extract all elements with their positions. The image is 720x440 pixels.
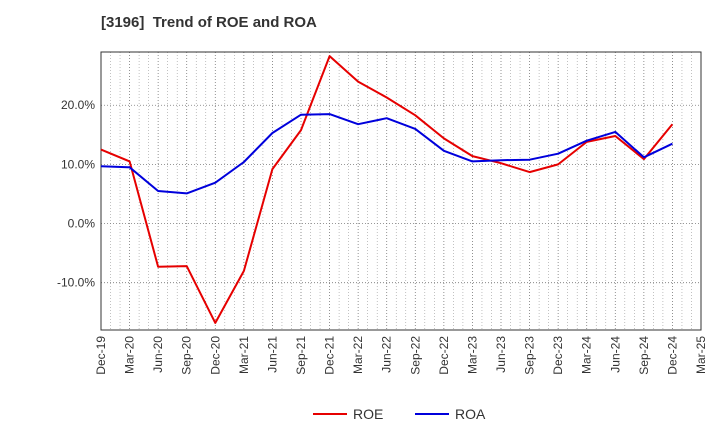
x-tick-label: Mar-23 [465, 336, 479, 374]
x-tick-label: Dec-21 [323, 336, 337, 375]
x-tick-label: Jun-20 [151, 336, 165, 373]
x-tick-label: Sep-20 [180, 336, 194, 375]
x-tick-label: Dec-22 [437, 336, 451, 375]
x-tick-label: Sep-21 [294, 336, 308, 375]
x-tick-label: Dec-23 [551, 336, 565, 375]
x-tick-label: Mar-22 [351, 336, 365, 374]
x-tick-label: Mar-21 [237, 336, 251, 374]
x-tick-label: Dec-19 [94, 336, 108, 375]
series-roa-line [100, 113, 673, 195]
grid [100, 52, 702, 330]
axes: -10.0% 0.0% 10.0% 20.0% Dec-19 Mar-20 Jun-20 Se… [57, 51, 708, 375]
x-tick-label: Mar-24 [580, 336, 594, 374]
x-tick-label: Dec-24 [665, 336, 679, 375]
x-tick-label: Sep-23 [523, 336, 537, 375]
legend-label-roa: ROA [455, 406, 486, 422]
y-tick-label: 20.0% [61, 98, 95, 112]
y-tick-label: 0.0% [68, 217, 96, 231]
legend: ROE ROA [313, 406, 486, 422]
x-tick-label: Jun-22 [380, 336, 394, 373]
series-lines [100, 55, 674, 324]
x-tick-label: Jun-24 [608, 336, 622, 373]
x-tick-label: Dec-20 [208, 336, 222, 375]
series-roe-line [100, 55, 674, 324]
x-tick-label: Sep-22 [408, 336, 422, 375]
plot-area [101, 52, 701, 330]
plot-border [100, 51, 702, 331]
x-tick-label: Mar-20 [123, 336, 137, 374]
x-tick-label: Sep-24 [637, 336, 651, 375]
y-tick-label: 10.0% [61, 157, 95, 171]
x-tick-label: Jun-23 [494, 336, 508, 373]
y-tick-label: -10.0% [57, 276, 95, 290]
chart-title: [3196] Trend of ROE and ROA [101, 14, 317, 31]
x-tick-label: Jun-21 [265, 336, 279, 373]
legend-label-roe: ROE [353, 406, 383, 422]
x-tick-label: Mar-25 [694, 336, 708, 374]
